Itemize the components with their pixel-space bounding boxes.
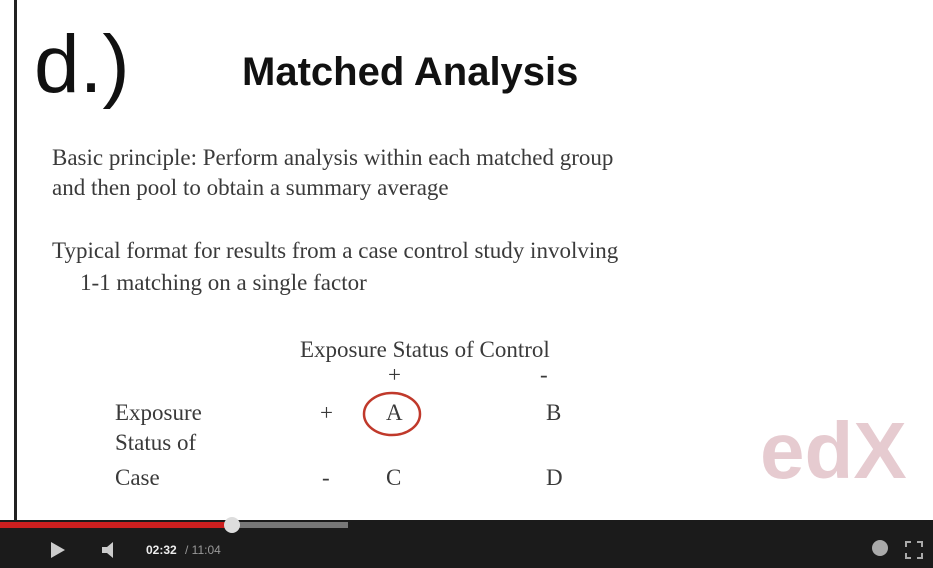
fullscreen-button[interactable]: [905, 541, 923, 559]
row-header: Exposure: [115, 400, 202, 426]
logo: edX: [760, 405, 907, 497]
page: d.) Matched Analysis Basic principle: Pe…: [0, 0, 933, 568]
table-cell: D: [546, 465, 563, 491]
scrubber[interactable]: [224, 517, 240, 533]
text-line: 1-1 matching on a single factor: [80, 270, 367, 296]
play-button[interactable]: [48, 540, 68, 560]
text-line: and then pool to obtain a summary averag…: [52, 175, 449, 201]
annotation-circle: [358, 385, 428, 445]
slide-title: Matched Analysis: [242, 50, 578, 95]
settings-button[interactable]: [872, 540, 888, 556]
text-line: Basic principle: Perform analysis within…: [52, 145, 613, 171]
table-cell: B: [546, 400, 561, 426]
row-header: Status of: [115, 430, 196, 456]
row-sign: -: [322, 465, 330, 491]
duration: / 11:04: [185, 543, 221, 557]
volume-button[interactable]: [100, 540, 126, 560]
current-time: 02:32: [146, 543, 177, 557]
slide-border: [14, 0, 17, 520]
row-header: Case: [115, 465, 160, 491]
row-sign: +: [320, 400, 333, 426]
progress-bar[interactable]: [0, 522, 232, 528]
section-label: d.): [34, 18, 130, 112]
text-line: Typical format for results from a case c…: [52, 238, 618, 264]
table-cell: C: [386, 465, 401, 491]
column-sign: -: [540, 362, 548, 388]
column-header: Exposure Status of Control: [300, 337, 550, 363]
